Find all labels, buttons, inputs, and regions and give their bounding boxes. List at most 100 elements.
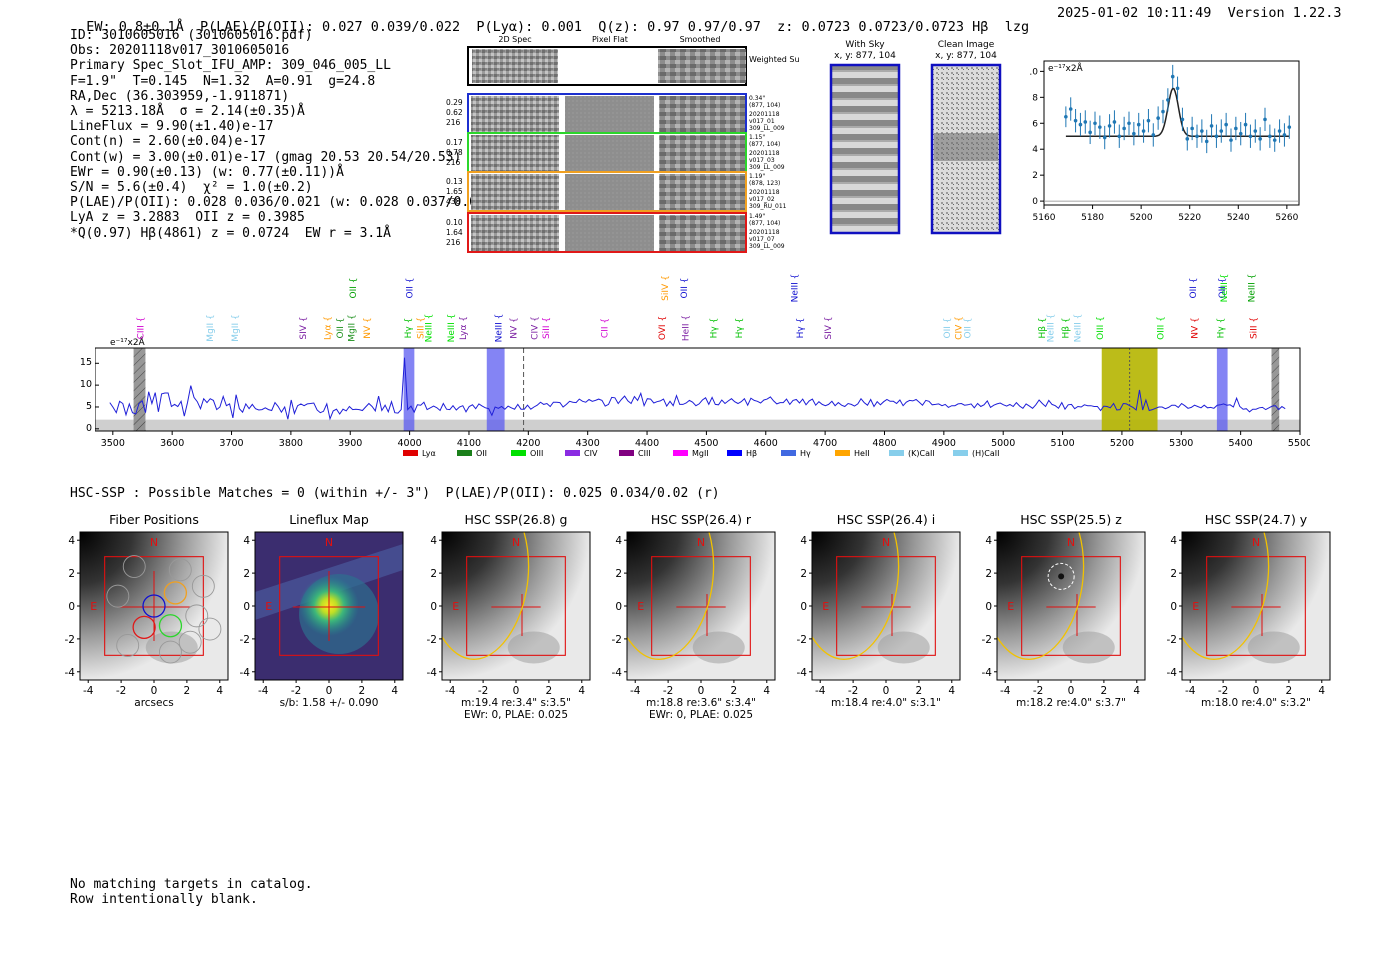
east-label: E — [822, 600, 829, 613]
cutout-faint-source — [1062, 631, 1115, 664]
y-tick-label: -2 — [1167, 634, 1177, 646]
sky-panels: With Sky x, y: 877, 104 Clean Image x, y… — [829, 40, 1002, 235]
legend-swatch — [403, 450, 418, 456]
spectrum-x-tick-label: 5200 — [1110, 438, 1134, 449]
svg-text:216: 216 — [446, 158, 461, 167]
cutout-header-smoothed: Smoothed — [680, 35, 721, 44]
y-tick-label: -2 — [65, 634, 75, 646]
z-band-source — [1058, 573, 1065, 580]
cutout-header-pixelflat: Pixel Flat — [592, 35, 628, 44]
fit-data-point — [1141, 129, 1146, 133]
x-tick-label: -4 — [1000, 685, 1011, 697]
with-sky-title: With Sky — [845, 40, 885, 50]
fit-data-point — [1151, 133, 1156, 137]
spectrum-line-marker: Hβ { — [1062, 317, 1072, 338]
fit-data-point — [1088, 130, 1092, 135]
svg-text:309_LL_009: 309_LL_009 — [749, 164, 785, 171]
galaxy-ellipse — [996, 531, 1085, 660]
fit-data-point — [1248, 134, 1253, 139]
x-tick-label: 0 — [698, 685, 705, 697]
svg-text:0.29: 0.29 — [446, 98, 463, 107]
header-text: EW: 0.8±0.1Å P(LAE)/P(OII): 0.027 0.039/… — [86, 19, 1030, 35]
spectrum-line-marker: CII { — [600, 318, 610, 338]
spectrum-x-tick-label: 4400 — [635, 438, 659, 449]
spectrum-x-tick-label: 4900 — [932, 438, 956, 449]
spectrum-line-marker: OIII { — [1096, 316, 1106, 340]
panel-title: Lineflux Map — [289, 512, 369, 527]
fit-x-tick-label: 5200 — [1130, 213, 1153, 223]
aperture-box — [1021, 556, 1121, 656]
panel-caption-2: EWr: 0, PLAE: 0.025 — [649, 709, 753, 721]
y-tick-label: 2 — [1170, 568, 1177, 580]
spectrum-line-marker: Hγ { — [404, 318, 414, 339]
spectrum-line-marker: OII { — [406, 278, 416, 299]
spectrum-x-tick-label: 5000 — [991, 438, 1015, 449]
fit-data-point — [1136, 122, 1141, 127]
fiber-circle — [198, 617, 222, 641]
x-tick-label: 2 — [184, 685, 191, 697]
y-tick-label: 2 — [985, 568, 992, 580]
svg-text:20201118: 20201118 — [749, 111, 780, 118]
spectrum-x-tick-label: 3900 — [338, 438, 362, 449]
spectrum-line-marker: CIV { — [955, 316, 965, 340]
info-obs: Obs: 20201118v017_3010605016 — [70, 43, 290, 59]
line-fit-plot: e⁻¹⁷x2Å 5160 5180 5200 5220 5240 5260 0 2 4 6 8 10 — [1030, 60, 1300, 223]
fiber-circle — [116, 634, 140, 657]
y-tick-label: -4 — [612, 667, 623, 679]
east-label: E — [265, 600, 272, 613]
panel-title: HSC SSP(25.5) z — [1020, 512, 1122, 527]
fit-data-point — [1287, 125, 1292, 129]
spectrum-shaded-region — [133, 348, 146, 431]
panel-caption: arcsecs — [134, 697, 173, 709]
north-label: N — [150, 536, 158, 549]
x-tick-label: 0 — [151, 685, 158, 697]
spectrum-line-marker: Lyα { — [324, 316, 334, 340]
with-sky-image — [829, 63, 901, 235]
fit-data-point — [1224, 122, 1228, 127]
legend-swatch — [781, 450, 796, 456]
spectrum-x-tick-label: 5100 — [1050, 438, 1074, 449]
fit-data-point — [1112, 120, 1117, 124]
info-lineflux: LineFlux = 9.90(±1.40)e-17 — [70, 119, 274, 135]
fit-data-point — [1272, 138, 1277, 142]
fit-x-tick-label: 5240 — [1227, 213, 1250, 223]
legend-swatch — [565, 450, 580, 456]
cutout-faint-source — [877, 631, 930, 664]
spectrum-line-marker: Lyα { — [459, 316, 469, 340]
panel-caption: m:18.2 re:4.0" s:3.7" — [1016, 697, 1126, 709]
panel-caption: m:19.4 re:3.4" s:3.5" — [461, 697, 571, 709]
svg-text:0.34": 0.34" — [749, 95, 765, 102]
legend-swatch — [889, 450, 904, 456]
fit-data-point — [1195, 134, 1199, 139]
svg-text:v017_03: v017_03 — [749, 157, 775, 164]
fiber-circle — [106, 584, 130, 608]
x-tick-label: -2 — [1033, 685, 1043, 697]
cutout-row-4: 0.10 1.64 216 1.49" (877, 104) 20201118 … — [446, 212, 785, 253]
y-tick-label: -2 — [612, 634, 622, 646]
with-sky-coords: x, y: 877, 104 — [834, 51, 896, 61]
fit-data-point — [1277, 129, 1282, 133]
x-tick-label: 0 — [1068, 685, 1075, 697]
y-tick-label: 0 — [430, 601, 437, 613]
spectrum-line-marker: NeIII { — [495, 314, 505, 343]
svg-text:(877, 104): (877, 104) — [749, 220, 780, 227]
fit-y-tick-label: 10 — [1030, 67, 1038, 77]
legend-label: Lyα — [422, 449, 436, 458]
fit-data-point — [1073, 118, 1078, 123]
fit-data-point — [1098, 125, 1102, 129]
y-tick-label: 4 — [68, 535, 75, 547]
svg-text:0.10: 0.10 — [446, 218, 463, 227]
spectrum-line-marker: OII { — [943, 318, 953, 339]
fiber-circle — [191, 574, 215, 598]
spectrum-line-marker: OII { — [1218, 278, 1228, 299]
spectrum-line-marker: MgII { — [347, 314, 357, 341]
y-tick-label: 0 — [615, 601, 622, 613]
north-label: N — [1252, 536, 1260, 549]
spectrum-x-tick-label: 3500 — [101, 438, 125, 449]
x-tick-label: -4 — [83, 685, 94, 697]
spectrum-line-marker: Hγ { — [735, 318, 745, 339]
info-ewr: EWr = 0.90(±0.13) (w: 0.77(±0.11))Å — [70, 164, 344, 180]
y-tick-label: 4 — [430, 535, 437, 547]
fit-data-point — [1064, 114, 1068, 119]
legend-label: HeII — [854, 449, 870, 458]
